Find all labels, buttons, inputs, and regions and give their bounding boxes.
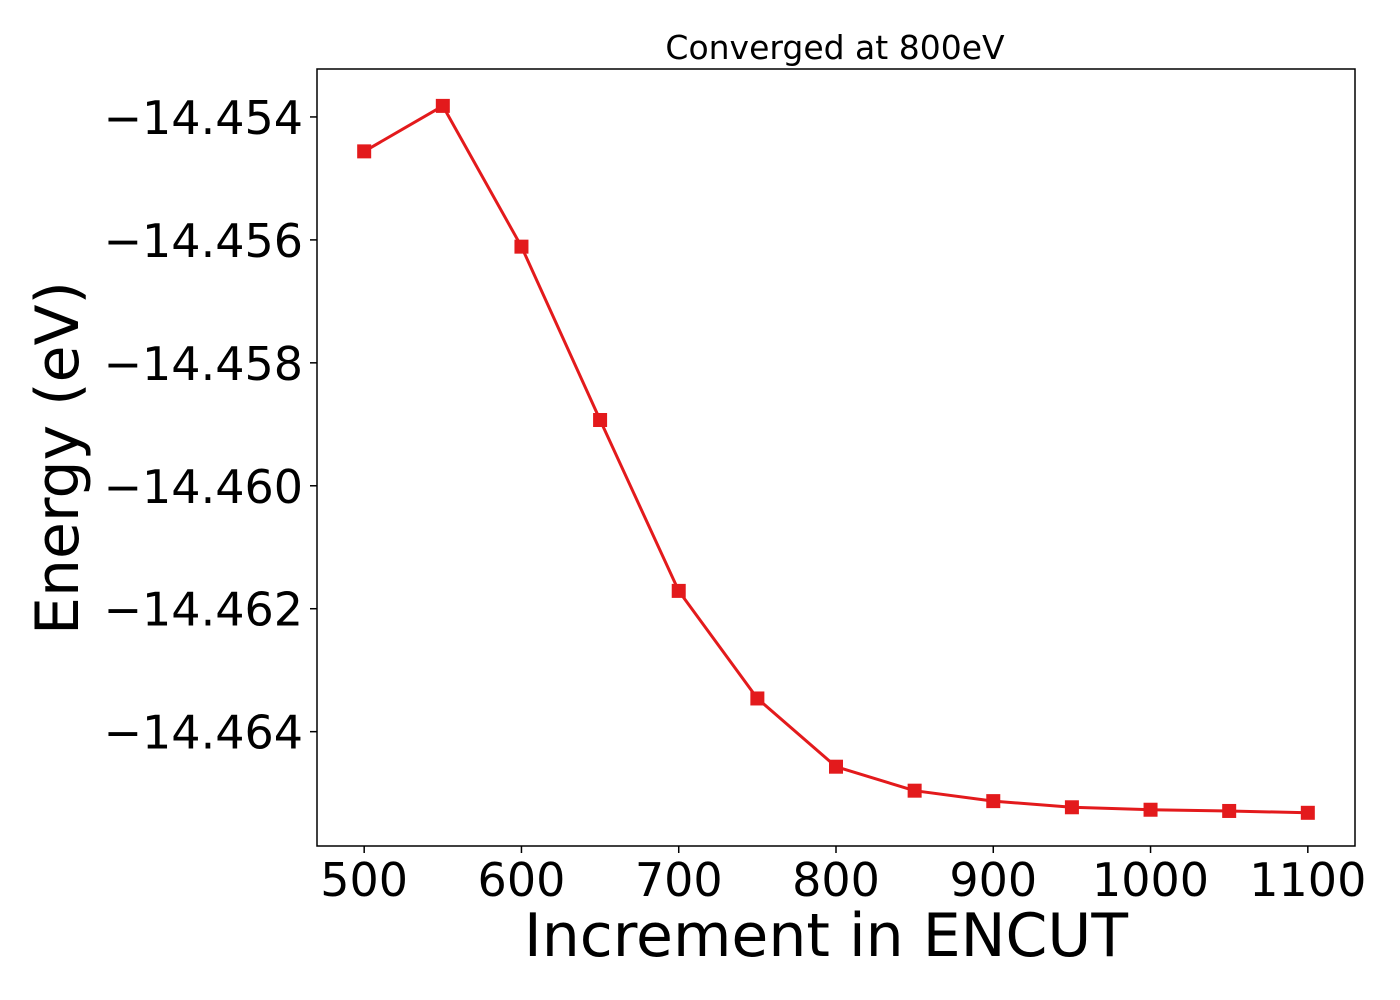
chart-title: Converged at 800eV xyxy=(665,28,1005,67)
x-tick-label: 500 xyxy=(320,853,408,907)
data-point-marker xyxy=(986,794,1001,809)
data-point-marker xyxy=(1300,805,1315,820)
y-tick-label: −14.458 xyxy=(104,337,304,391)
data-point-marker xyxy=(1064,800,1079,815)
data-point-marker xyxy=(671,583,686,598)
x-tick-label: 700 xyxy=(635,853,723,907)
y-tick-label: −14.460 xyxy=(104,460,304,514)
data-point-marker xyxy=(750,691,765,706)
data-point-marker xyxy=(1143,802,1158,817)
data-point-marker xyxy=(829,759,843,774)
data-point-marker xyxy=(435,98,450,113)
y-tick-label: −14.464 xyxy=(104,706,304,760)
x-axis-title: Increment in ENCUT xyxy=(524,901,1128,971)
data-point-marker xyxy=(514,239,529,254)
data-point-marker xyxy=(593,413,608,428)
data-point-marker xyxy=(907,783,922,798)
y-axis: −14.454 −14.456 −14.458 −14.460 −14.462 −14.4… xyxy=(104,91,317,760)
x-tick-label: 800 xyxy=(792,853,880,907)
y-tick-label: −14.454 xyxy=(104,91,304,145)
data-point-marker xyxy=(1222,803,1237,818)
y-tick-label: −14.456 xyxy=(104,214,304,268)
series-markers xyxy=(357,98,1315,820)
data-point-marker xyxy=(357,144,372,159)
x-tick-label: 900 xyxy=(949,853,1037,907)
x-tick-label: 1000 xyxy=(1092,853,1209,907)
x-tick-label: 1100 xyxy=(1249,853,1366,907)
y-axis-title: Energy (eV) xyxy=(23,281,93,635)
x-axis: 500 600 700 800 900 1000 1100 xyxy=(320,846,1366,907)
x-tick-label: 600 xyxy=(478,853,566,907)
y-tick-label: −14.462 xyxy=(104,583,304,637)
